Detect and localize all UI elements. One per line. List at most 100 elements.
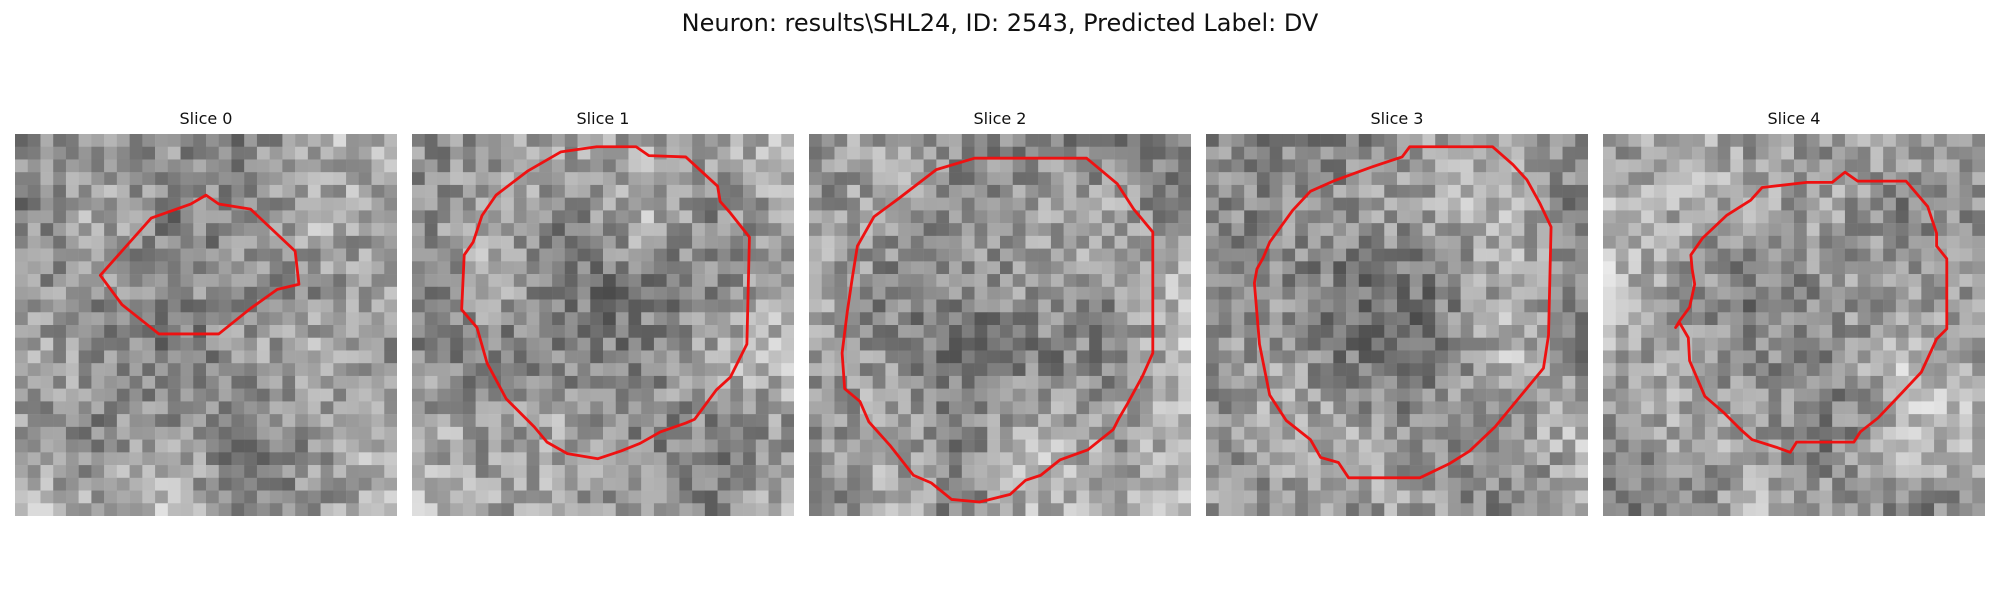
pixel: [1819, 465, 1833, 479]
pixel: [1524, 503, 1538, 516]
pixel: [1358, 350, 1372, 364]
pixel: [1895, 414, 1909, 428]
pixel: [282, 426, 296, 440]
pixel: [142, 477, 156, 491]
pixel: [244, 248, 258, 262]
pixel: [1460, 426, 1474, 440]
pixel: [218, 503, 232, 516]
pixel: [974, 452, 988, 466]
pixel: [768, 452, 782, 466]
pixel: [218, 159, 232, 173]
pixel: [628, 172, 642, 186]
pixel: [1486, 439, 1500, 453]
pixel: [859, 197, 873, 211]
pixel: [1794, 299, 1807, 313]
pixel: [1628, 312, 1642, 326]
pixel: [1832, 325, 1846, 338]
pixel: [1307, 146, 1321, 160]
pixel: [1063, 363, 1077, 377]
pixel: [1730, 503, 1744, 516]
pixel: [1050, 235, 1064, 249]
pixel: [1397, 363, 1410, 377]
pixel: [1206, 184, 1219, 198]
pixel: [1358, 490, 1372, 504]
pixel: [1447, 337, 1461, 351]
pixel: [1307, 248, 1321, 262]
pixel: [781, 248, 794, 262]
pixel: [1152, 134, 1166, 147]
pixel: [155, 172, 169, 186]
pixel: [1165, 274, 1179, 288]
pixel: [65, 146, 79, 160]
pixel: [859, 134, 873, 147]
pixel: [501, 439, 515, 453]
pixel: [653, 503, 667, 516]
pixel: [142, 414, 156, 428]
pixel: [1256, 134, 1270, 147]
pixel: [1307, 172, 1321, 186]
pixel: [564, 388, 578, 402]
pixel: [768, 414, 782, 428]
pixel: [1486, 134, 1500, 147]
pixel: [885, 401, 899, 415]
pixel: [65, 159, 79, 173]
pixel: [666, 286, 680, 300]
pixel: [641, 223, 655, 237]
pixel: [1435, 477, 1449, 491]
pixel: [1755, 146, 1769, 160]
pixel: [358, 235, 372, 249]
pixel: [961, 439, 975, 453]
pixel: [1165, 363, 1179, 377]
pixel: [412, 375, 425, 389]
pixel: [1743, 375, 1757, 389]
pixel: [1089, 465, 1103, 479]
pixel: [333, 414, 347, 428]
pixel: [333, 146, 347, 160]
pixel: [282, 477, 296, 491]
pixel: [412, 197, 425, 211]
pixel: [1743, 465, 1757, 479]
pixel: [564, 490, 578, 504]
pixel: [1895, 490, 1909, 504]
pixel: [1038, 261, 1052, 275]
pixel: [641, 197, 655, 211]
pixel: [1768, 477, 1782, 491]
pixel: [1603, 401, 1616, 415]
pixel: [450, 197, 464, 211]
pixel: [679, 426, 693, 440]
pixel: [104, 210, 118, 224]
pixel: [462, 286, 476, 300]
pixel: [1114, 452, 1128, 466]
pixel: [1333, 286, 1347, 300]
pixel: [552, 299, 566, 313]
pixel: [1562, 325, 1576, 338]
pixel: [781, 363, 794, 377]
pixel: [1358, 363, 1372, 377]
pixel: [641, 363, 655, 377]
pixel: [1895, 350, 1909, 364]
pixel: [666, 465, 680, 479]
pixel: [949, 312, 963, 326]
pixel: [1422, 184, 1436, 198]
pixel: [603, 210, 616, 224]
pixel: [898, 426, 912, 440]
pixel: [1435, 350, 1449, 364]
pixel: [155, 337, 169, 351]
pixel: [1934, 184, 1948, 198]
pixel: [307, 286, 321, 300]
pixel: [1076, 223, 1090, 237]
pixel: [1089, 477, 1103, 491]
pixel: [320, 134, 334, 147]
pixel: [603, 172, 616, 186]
pixel: [206, 401, 219, 415]
pixel: [539, 363, 553, 377]
pixel: [1883, 426, 1897, 440]
pixel: [40, 159, 54, 173]
pixel: [1127, 197, 1141, 211]
pixel: [936, 261, 950, 275]
pixel: [1397, 325, 1410, 338]
pixel: [1000, 248, 1013, 262]
pixel: [1206, 312, 1219, 326]
pixel: [501, 337, 515, 351]
pixel: [1628, 452, 1642, 466]
